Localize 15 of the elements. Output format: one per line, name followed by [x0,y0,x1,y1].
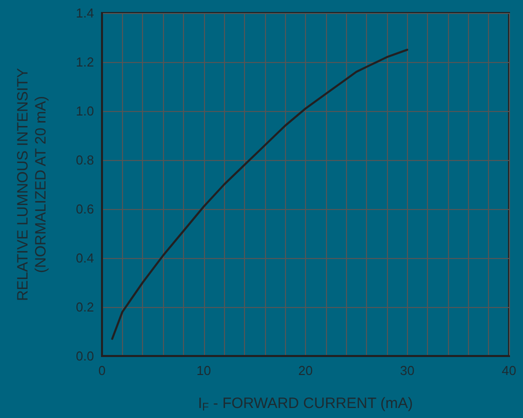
y-tick-label: 0.8 [76,152,94,168]
y-tick-label: 1.0 [76,104,94,118]
x-tick-label: 30 [400,363,414,378]
x-tick-label: 0 [98,363,106,378]
y-tick-label: 1.2 [76,54,94,70]
y-axis-title: RELATIVE LUMNOUS INTENSITY (NORMALIZED AT 20 mA) [14,68,50,302]
line-series [111,48,408,340]
x-tick-label: 10 [196,363,211,378]
y-tick-label: 0.0 [76,348,94,364]
x-tick-label: 20 [298,363,313,378]
y-tick-label: 0.2 [76,300,94,314]
y-tick-label: 0.4 [76,250,94,266]
x-tick-label: 40 [502,363,516,378]
y-tick-label: 0.6 [76,202,94,216]
y-tick-label: 1.4 [76,6,94,20]
